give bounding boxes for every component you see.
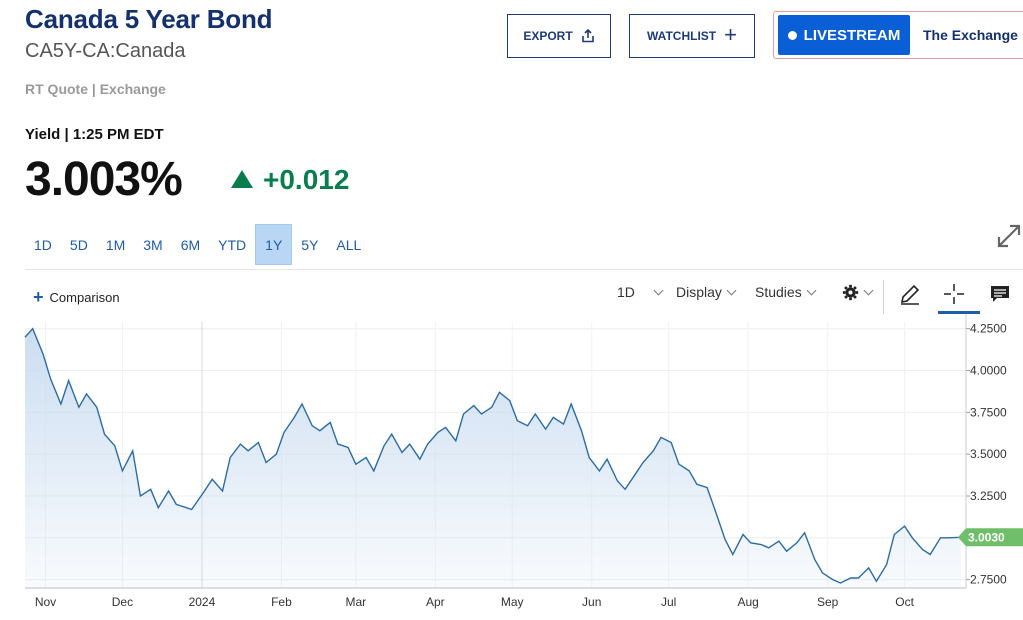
watchlist-button[interactable]: WATCHLIST + (629, 14, 755, 58)
x-tick-label: Apr (426, 595, 445, 609)
quote-source: RT Quote | Exchange (25, 81, 166, 97)
range-3m[interactable]: 3M (143, 236, 163, 253)
export-button[interactable]: EXPORT (507, 14, 611, 58)
watchlist-label: WATCHLIST (647, 29, 717, 43)
studies-dropdown[interactable]: Studies (755, 284, 817, 300)
interval-dropdown[interactable]: 1D (617, 284, 664, 300)
active-tool-indicator (938, 311, 980, 314)
y-tick-label: 2.7500 (970, 573, 1007, 587)
y-tick-label: 4.2500 (970, 322, 1007, 336)
range-selector: 1D 5D 1M 3M 6M YTD 1Y 5Y ALL (25, 224, 370, 265)
x-tick-label: Jul (661, 595, 676, 609)
range-1d[interactable]: 1D (34, 236, 52, 253)
range-1y[interactable]: 1Y (255, 224, 293, 265)
settings-dropdown[interactable] (842, 284, 874, 301)
export-label: EXPORT (523, 29, 573, 43)
range-1m[interactable]: 1M (105, 236, 126, 253)
x-tick-label: 2024 (189, 595, 216, 609)
x-tick-label: Dec (112, 595, 133, 609)
x-tick-label: Jun (582, 595, 601, 609)
display-label: Display (676, 284, 722, 300)
x-tick-label: Mar (345, 595, 366, 609)
chevron-down-icon (653, 285, 664, 295)
range-ytd[interactable]: YTD (218, 236, 247, 253)
series-area (25, 328, 961, 588)
quote-change-value: +0.012 (263, 164, 350, 195)
comment-icon[interactable] (988, 282, 1012, 306)
x-tick-label: Sep (817, 595, 839, 609)
studies-label: Studies (755, 284, 802, 300)
expand-icon[interactable] (995, 222, 1023, 250)
display-dropdown[interactable]: Display (676, 284, 737, 300)
yield-chart[interactable]: 4.25004.00003.75003.50003.25003.00002.75… (0, 314, 1023, 614)
comparison-button[interactable]: + Comparison (33, 288, 120, 306)
range-5d[interactable]: 5D (69, 236, 88, 253)
range-all[interactable]: ALL (336, 236, 362, 253)
pencil-icon[interactable] (898, 282, 922, 306)
livestream-button[interactable]: LIVESTREAM (778, 15, 910, 55)
x-tick-label: Aug (737, 595, 758, 609)
toolbar-divider (883, 280, 884, 314)
y-tick-label: 3.2500 (970, 489, 1007, 503)
livestream-bar: LIVESTREAM The Exchange (773, 11, 1023, 59)
range-6m[interactable]: 6M (180, 236, 201, 253)
y-tick-label: 3.7500 (970, 405, 1007, 419)
y-tick-label: 4.0000 (970, 364, 1007, 378)
livestream-label: LIVESTREAM (803, 26, 901, 44)
quote-price: 3.003% (25, 153, 183, 206)
gear-icon (842, 284, 859, 301)
quote-timestamp: Yield | 1:25 PM EDT (25, 126, 164, 143)
page-title: Canada 5 Year Bond (25, 4, 273, 34)
livestream-show-link[interactable]: The Exchange (923, 27, 1018, 43)
chevron-down-icon (806, 285, 817, 295)
chevron-down-icon (726, 285, 737, 295)
last-value-label: 3.0030 (968, 530, 1005, 544)
x-tick-label: Feb (271, 595, 292, 609)
series-line (24, 327, 962, 584)
comparison-label: Comparison (49, 289, 120, 305)
crosshair-icon[interactable] (942, 282, 966, 306)
chevron-down-icon (863, 285, 874, 296)
share-icon (581, 29, 594, 43)
interval-label: 1D (617, 284, 635, 300)
x-tick-label: Nov (35, 595, 56, 609)
x-tick-label: Oct (895, 595, 914, 609)
range-5y[interactable]: 5Y (301, 236, 319, 253)
plus-icon: + (724, 22, 737, 47)
section-divider (25, 269, 1023, 270)
last-value-badge (958, 528, 1023, 547)
y-tick-label: 3.5000 (970, 447, 1007, 461)
up-arrow-icon (231, 170, 253, 188)
live-dot-icon (787, 30, 797, 40)
x-tick-label: May (501, 595, 524, 609)
plus-icon: + (33, 287, 44, 307)
quote-change: +0.012 (231, 164, 349, 196)
symbol-label: CA5Y-CA:Canada (25, 40, 186, 62)
